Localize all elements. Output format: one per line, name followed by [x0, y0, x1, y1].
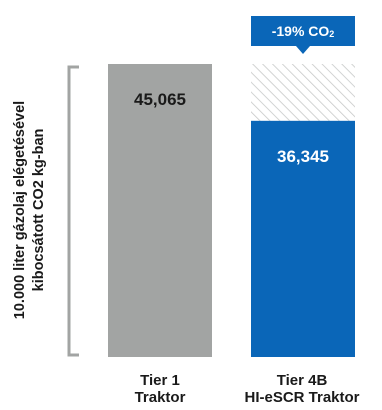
x-tick-label-tier1: Tier 1 Traktor — [108, 372, 212, 406]
reduction-callout-pointer — [296, 46, 310, 54]
x-tick-label-tier1-line-1: Tier 1 — [140, 372, 180, 389]
data-label-tier4b: 36,345 — [277, 147, 329, 166]
reduction-callout-subscript: 2 — [329, 29, 335, 39]
bar-tier4b — [251, 120, 355, 357]
x-tick-label-tier4b: Tier 4B HI-eSCR Traktor — [222, 372, 382, 406]
reduction-callout: -19% CO2 — [251, 16, 355, 46]
y-axis-bracket — [67, 65, 79, 357]
y-axis-label-line-2: kibocsátott CO2 kg-ban — [31, 128, 47, 292]
y-axis-label-line-1: 10.000 liter gázolaj elégetésével — [12, 100, 28, 320]
x-tick-label-tier1-line-2: Traktor — [134, 389, 186, 406]
x-tick-label-tier4b-line-2: HI-eSCR Traktor — [244, 389, 360, 406]
bar-tier4b-reduction-hatch — [251, 64, 355, 121]
data-label-tier1: 45,065 — [134, 90, 186, 109]
x-tick-label-tier4b-line-1: Tier 4B — [276, 372, 328, 389]
y-axis-label-wrap: 10.000 liter gázolaj elégetésével kibocs… — [0, 60, 60, 360]
bar-tier1 — [108, 64, 212, 357]
reduction-callout-text: -19% CO — [271, 23, 330, 39]
y-axis-label: 10.000 liter gázolaj elégetésével kibocs… — [11, 101, 49, 319]
